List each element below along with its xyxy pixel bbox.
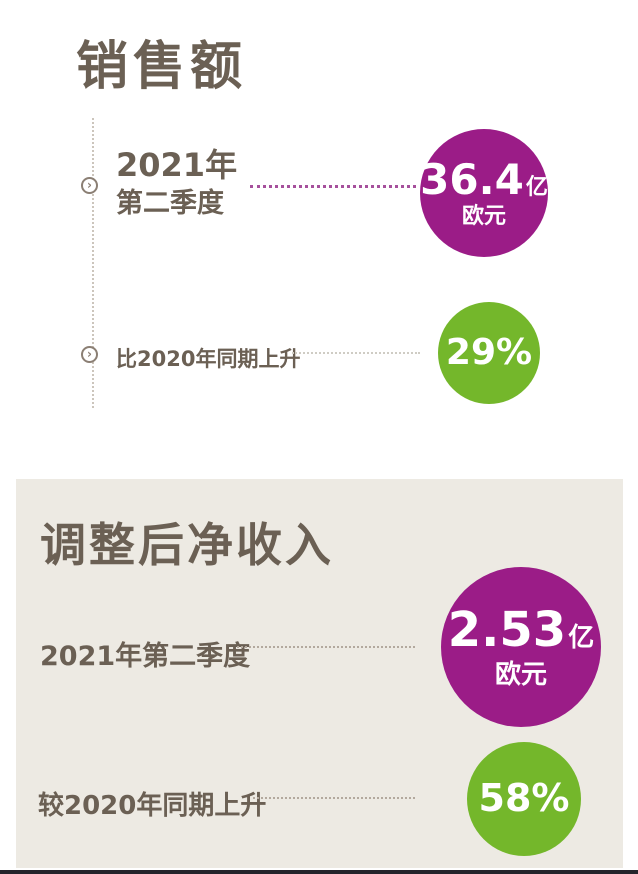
connector-dotted-line <box>292 352 420 354</box>
net-income-value-circle: 2.53 亿 欧元 <box>441 567 601 727</box>
sales-value-unit: 亿 <box>525 174 548 200</box>
sales-growth-value: 29% <box>445 332 533 374</box>
sales-growth-label: 比2020年同期上升 <box>116 347 301 371</box>
sales-quarter-period: 第二季度 <box>116 188 224 220</box>
timeline-dotted-line <box>92 118 94 408</box>
connector-dotted-line <box>253 797 415 799</box>
net-income-value: 2.53 <box>447 602 567 659</box>
net-income-value-currency: 欧元 <box>494 660 547 691</box>
net-income-quarter-label: 2021年第二季度 <box>40 641 251 672</box>
chevron-circle-icon: › <box>81 177 98 194</box>
chevron-circle-icon: › <box>81 346 98 363</box>
sales-growth-circle: 29% <box>438 302 540 404</box>
connector-dotted-line <box>237 646 415 648</box>
sales-section-title: 销售额 <box>76 37 248 97</box>
net-income-value-row: 2.53 亿 <box>448 604 594 657</box>
sales-value-row: 36.4 亿 <box>420 154 548 204</box>
sales-quarter-label: 2021年 第二季度 <box>116 146 237 221</box>
sales-value-currency: 欧元 <box>461 204 506 229</box>
sales-value: 36.4 <box>420 154 524 204</box>
sales-value-circle: 36.4 亿 欧元 <box>420 129 548 257</box>
net-income-growth-label: 较2020年同期上升 <box>38 791 267 821</box>
sales-quarter-year: 2021年 <box>116 146 238 184</box>
connector-dotted-line <box>250 185 416 188</box>
net-income-section-title: 调整后净收入 <box>40 518 334 572</box>
net-income-growth-circle: 58% <box>467 742 581 856</box>
bottom-edge-bar <box>0 870 638 874</box>
net-income-value-unit: 亿 <box>568 623 595 654</box>
net-income-growth-value: 58% <box>478 776 570 821</box>
